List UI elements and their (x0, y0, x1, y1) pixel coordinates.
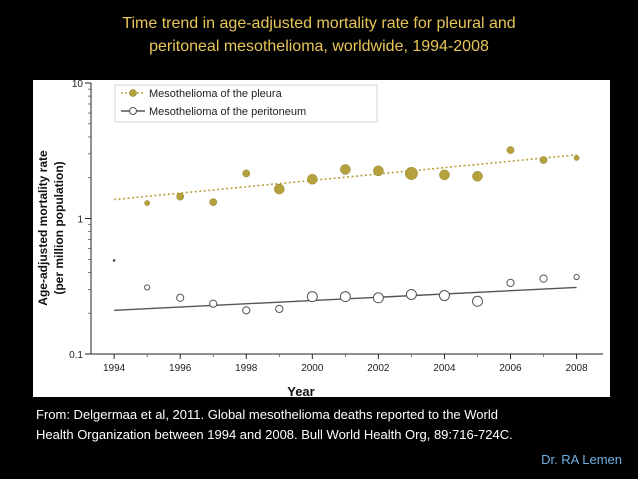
citation: From: Delgermaa et al, 2011. Global meso… (36, 405, 626, 445)
y-axis-label-line-1: Age-adjusted mortality rate (36, 150, 50, 306)
peritoneum-point-1997 (209, 299, 218, 308)
peritoneum-point-2003 (405, 288, 417, 300)
peritoneum-point-2002 (372, 292, 384, 304)
slide-title: Time trend in age-adjusted mortality rat… (20, 12, 618, 58)
pleura-point-2005 (472, 171, 483, 182)
legend: Mesothelioma of the pleura Mesothelioma … (114, 84, 378, 123)
peritoneum-point-2006 (506, 278, 515, 287)
pleura-point-2000 (307, 173, 318, 185)
peritoneum-point-1999 (275, 304, 284, 314)
peritoneum-point-2007 (539, 274, 548, 283)
pleura-point-1996 (176, 192, 185, 201)
x-tick-label: 2004 (433, 363, 456, 374)
x-tick-label: 2000 (301, 363, 324, 374)
pleura-point-2002 (373, 165, 384, 177)
figure-panel: 0.1 1 10 1994 1996 1998 2000 2002 2004 2006 2008 A… (33, 80, 610, 397)
slide-title-line-1: Time trend in age-adjusted mortality rat… (122, 15, 516, 32)
mortality-chart: 0.1 1 10 1994 1996 1998 2000 2002 2004 2006 2008 A… (36, 80, 603, 397)
citation-line-2: Health Organization between 1994 and 200… (36, 427, 513, 442)
pleura-point-2004 (439, 169, 450, 181)
axis-labels: Age-adjusted mortality rate (per million… (36, 150, 315, 397)
peritoneum-point-2001 (339, 291, 351, 303)
x-tick-label: 2002 (367, 363, 390, 374)
pleura-point-2008 (573, 155, 580, 161)
peritoneum-point-1995 (144, 284, 151, 291)
y-tick-label: 10 (72, 80, 84, 90)
x-tick-label: 1996 (169, 363, 192, 374)
peritoneum-point-1998 (242, 306, 251, 315)
legend-pleura-marker (129, 89, 137, 97)
pleura-point-1997 (209, 198, 218, 207)
pleura-point-1995 (144, 200, 151, 206)
slide-title-line-2: peritoneal mesothelioma, worldwide, 1994… (149, 38, 489, 55)
data-points (112, 146, 580, 315)
legend-peritoneum-label: Mesothelioma of the peritoneum (149, 106, 306, 118)
y-tick-label: 1 (77, 215, 83, 226)
legend-peritoneum-marker (129, 107, 137, 115)
x-tick-label: 2008 (565, 363, 588, 374)
peritoneum-point-2005 (471, 295, 483, 307)
legend-box (114, 84, 378, 123)
peritoneum-point-1996 (176, 293, 185, 302)
pleura-trend-line (114, 154, 577, 201)
x-axis-label: Year (287, 384, 314, 397)
peritoneum-point-2008 (573, 273, 580, 281)
pleura-point-2003 (404, 167, 418, 180)
y-tick-label: 0.1 (69, 350, 83, 361)
x-tick-label: 1998 (235, 363, 258, 374)
author-credit: Dr. RA Lemen (541, 452, 622, 467)
peritoneum-point-2004 (438, 290, 450, 302)
pleura-point-2001 (340, 164, 351, 175)
peritoneum-point-2000 (306, 291, 318, 303)
pleura-point-2007 (539, 156, 548, 164)
legend-pleura-label: Mesothelioma of the pleura (149, 88, 283, 100)
peritoneum-point-1994 (112, 259, 116, 262)
pleura-point-1999 (274, 183, 285, 195)
trend-lines (114, 154, 577, 312)
y-axis-label-line-2: (per million population) (52, 161, 66, 294)
pleura-point-1998 (242, 169, 251, 178)
x-tick-label: 1994 (103, 363, 126, 374)
citation-line-1: From: Delgermaa et al, 2011. Global meso… (36, 407, 498, 422)
pleura-point-2006 (506, 146, 515, 154)
chart-axes: 0.1 1 10 1994 1996 1998 2000 2002 2004 2006 2008 (69, 80, 603, 374)
x-tick-label: 2006 (499, 363, 522, 374)
